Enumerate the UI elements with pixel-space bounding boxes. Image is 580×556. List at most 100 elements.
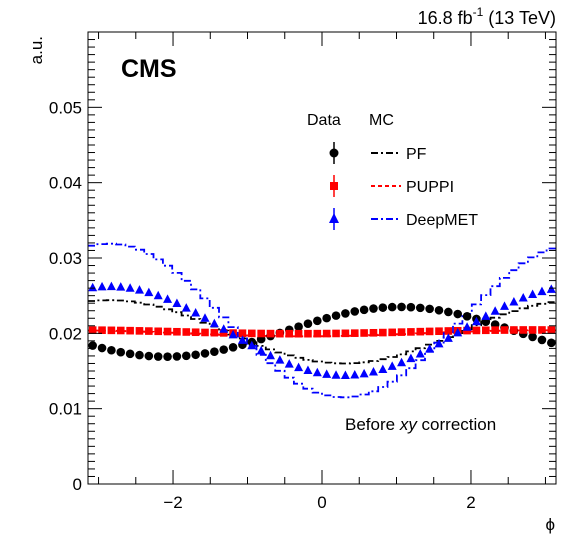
- data-point-deepmet: [368, 367, 378, 376]
- data-point-pf: [191, 350, 200, 360]
- data-point-deepmet: [200, 313, 210, 322]
- data-point-pf: [125, 349, 135, 359]
- data-point-puppi: [116, 326, 125, 335]
- x-tick-label: 0: [317, 493, 326, 512]
- data-point-pf: [303, 319, 313, 329]
- data-point-deepmet: [331, 370, 341, 379]
- lumi-energy: (13 TeV): [483, 8, 556, 28]
- data-point-puppi: [332, 329, 340, 338]
- data-point-puppi: [350, 329, 359, 337]
- data-point-deepmet: [163, 294, 173, 303]
- data-point-puppi: [519, 326, 528, 334]
- legend-label-puppi: PUPPI: [406, 179, 454, 196]
- legend-marker-pf: [329, 148, 339, 158]
- data-point-deepmet: [434, 338, 444, 348]
- data-point-puppi: [248, 329, 256, 338]
- data-series-deepmet: [88, 281, 556, 380]
- data-point-deepmet: [153, 290, 163, 300]
- data-point-pf: [322, 313, 331, 323]
- data-point-puppi: [510, 326, 518, 334]
- data-point-pf: [153, 352, 163, 361]
- x-axis-title: ϕ: [545, 515, 555, 534]
- data-point-puppi: [313, 329, 322, 338]
- data-point-puppi: [397, 328, 406, 336]
- data-point-deepmet: [116, 282, 126, 291]
- data-point-deepmet: [275, 355, 285, 364]
- data-point-deepmet: [228, 329, 238, 339]
- data-point-deepmet: [546, 284, 556, 293]
- experiment-label: CMS: [121, 55, 177, 83]
- data-point-pf: [200, 349, 210, 358]
- data-point-deepmet: [397, 357, 407, 367]
- data-point-puppi: [472, 326, 481, 335]
- data-point-deepmet: [303, 365, 313, 374]
- data-point-pf: [406, 302, 416, 312]
- data-point-puppi: [285, 329, 294, 338]
- data-point-pf: [462, 312, 472, 321]
- correction-note: Before xy correction: [345, 415, 496, 434]
- data-point-deepmet: [443, 333, 453, 342]
- data-point-pf: [359, 305, 369, 315]
- data-point-deepmet: [312, 367, 322, 377]
- data-point-deepmet: [88, 282, 98, 292]
- x-tick-label: −2: [163, 493, 182, 512]
- data-point-pf: [88, 341, 97, 350]
- mc-line-deepmet: [88, 242, 556, 399]
- data-point-puppi: [416, 327, 425, 336]
- data-point-puppi: [528, 326, 537, 334]
- correction-note-italic: xy: [399, 415, 419, 434]
- data-point-deepmet: [490, 306, 500, 315]
- data-point-deepmet: [172, 298, 182, 308]
- data-point-deepmet: [134, 285, 144, 294]
- data-point-puppi: [369, 328, 378, 337]
- correction-note-prefix: Before: [345, 415, 400, 434]
- data-point-puppi: [444, 327, 453, 335]
- data-point-puppi: [135, 327, 144, 335]
- data-point-deepmet: [284, 359, 294, 368]
- data-point-deepmet: [97, 281, 107, 291]
- data-point-deepmet: [256, 345, 266, 355]
- data-point-puppi: [154, 327, 162, 336]
- data-point-puppi: [388, 328, 396, 337]
- data-point-puppi: [425, 327, 434, 336]
- data-point-puppi: [435, 327, 443, 335]
- data-point-pf: [294, 322, 303, 332]
- data-point-pf: [378, 303, 388, 312]
- data-point-deepmet: [266, 350, 276, 360]
- data-point-puppi: [500, 326, 509, 334]
- legend-header-data: Data: [307, 112, 341, 129]
- data-point-puppi: [210, 328, 219, 337]
- y-tick-label: 0.01: [49, 400, 82, 419]
- data-point-deepmet: [247, 340, 257, 350]
- data-point-pf: [415, 303, 425, 313]
- x-tick-label: 2: [466, 493, 475, 512]
- data-point-puppi: [276, 329, 284, 338]
- mc-line-puppi: [88, 329, 556, 338]
- data-point-puppi: [163, 327, 172, 336]
- data-point-pf: [313, 316, 322, 326]
- data-point-deepmet: [209, 318, 219, 328]
- data-point-puppi: [482, 326, 490, 335]
- data-point-pf: [172, 352, 182, 361]
- data-point-deepmet: [387, 361, 397, 370]
- data-point-deepmet: [181, 303, 191, 312]
- data-point-deepmet: [509, 296, 519, 306]
- data-point-puppi: [491, 326, 499, 334]
- data-point-puppi: [341, 329, 350, 338]
- plot-frame: [87, 31, 557, 485]
- data-point-pf: [210, 347, 219, 356]
- data-point-deepmet: [219, 324, 229, 333]
- data-point-puppi: [294, 329, 303, 338]
- data-point-deepmet: [340, 370, 350, 380]
- data-point-puppi: [145, 327, 153, 335]
- legend: Data MC PF PUPPI DeepMET: [307, 112, 478, 230]
- data-point-deepmet: [350, 370, 360, 379]
- data-point-puppi: [88, 326, 97, 334]
- y-tick-label: 0: [73, 475, 82, 494]
- data-point-deepmet: [453, 327, 463, 337]
- data-point-pf: [350, 307, 360, 316]
- data-point-pf: [537, 335, 547, 345]
- data-point-puppi: [107, 326, 116, 335]
- data-point-pf: [144, 351, 154, 361]
